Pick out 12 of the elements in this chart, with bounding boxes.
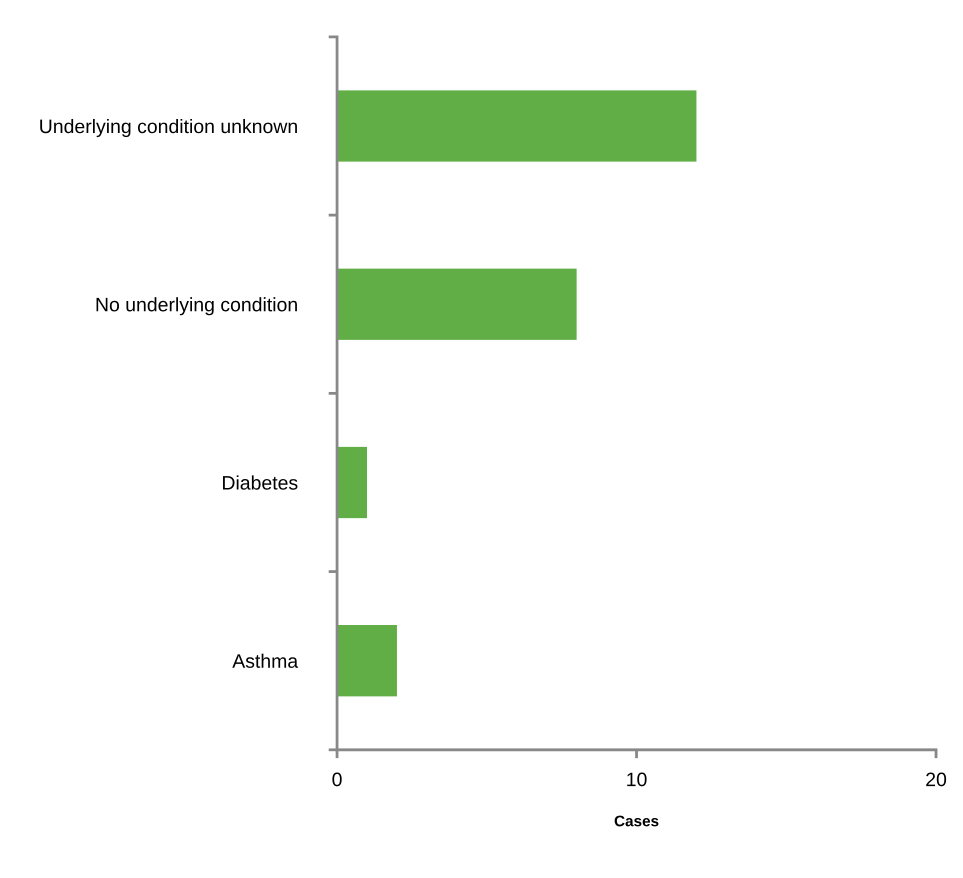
x-tick-label: 10 (627, 772, 647, 786)
x-axis-title: Cases (614, 816, 658, 826)
y-tick-label: Asthma (232, 654, 298, 668)
bar (337, 268, 577, 340)
y-tick-label: Diabetes (223, 475, 298, 490)
y-tick-label: Underlying condition unknown (40, 118, 297, 138)
x-tick-label: 20 (926, 772, 946, 786)
x-tick-label: 0 (332, 772, 342, 786)
y-tick-label: No underlying condition (96, 297, 297, 316)
bar (337, 625, 397, 696)
bar (337, 90, 696, 162)
bar (337, 446, 367, 518)
